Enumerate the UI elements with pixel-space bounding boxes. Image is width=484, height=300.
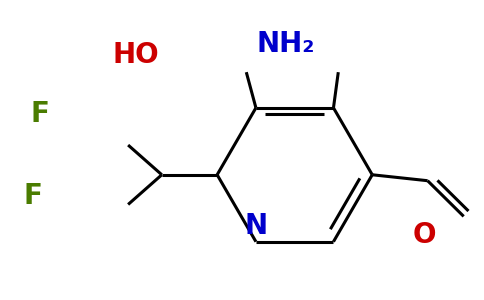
Text: N: N bbox=[245, 212, 268, 240]
Text: HO: HO bbox=[113, 41, 159, 69]
Text: F: F bbox=[30, 100, 49, 128]
Text: F: F bbox=[23, 182, 42, 210]
Text: NH₂: NH₂ bbox=[256, 31, 315, 58]
Text: O: O bbox=[413, 221, 437, 249]
